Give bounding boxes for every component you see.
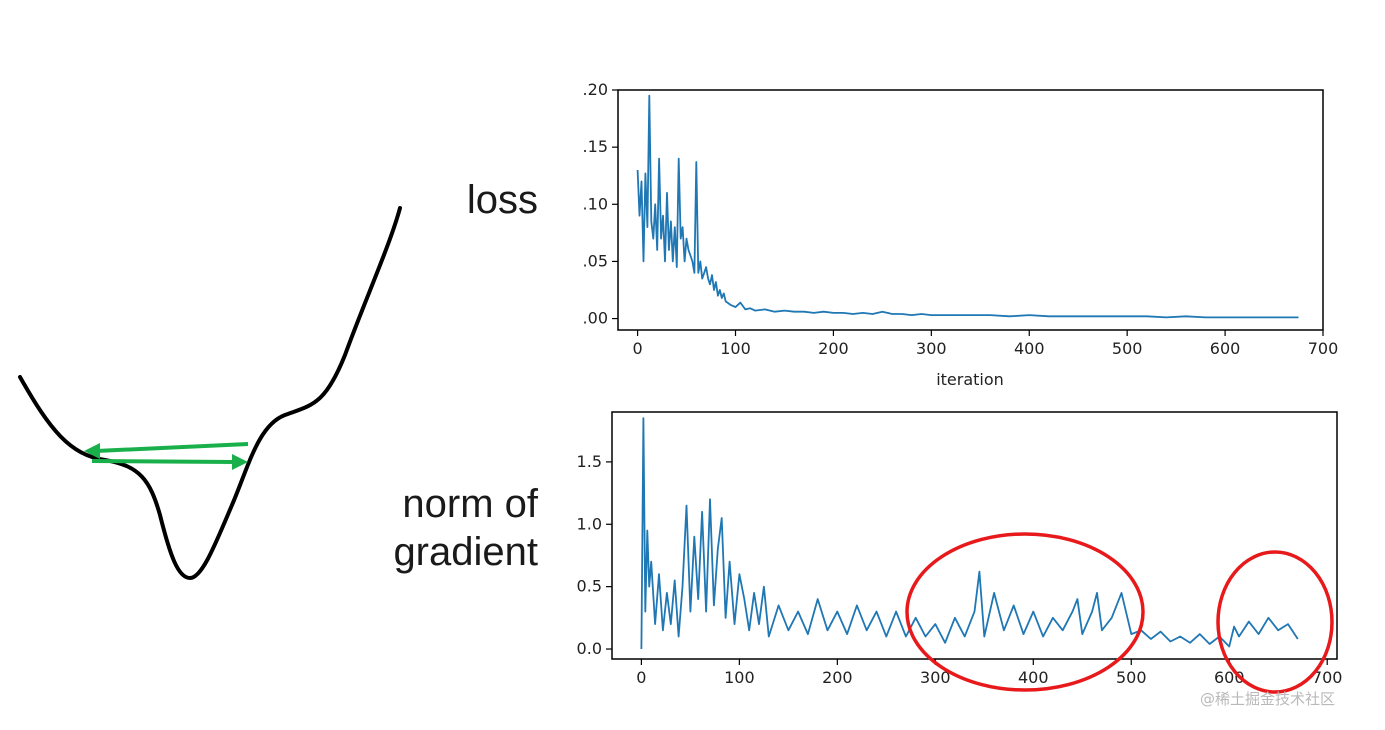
- loss-x-axis-title: iteration: [936, 370, 1004, 389]
- grad-series: [640, 417, 1299, 650]
- grad-x-tick-label: 700: [1312, 668, 1343, 687]
- loss-x-axis: 0 100 200 300 400 500 600 700: [632, 330, 1338, 358]
- loss-y-tick-label: .20: [583, 80, 608, 99]
- grad-plot-frame: [611, 411, 1338, 660]
- norm-label-line2: gradient: [393, 530, 538, 574]
- loss-x-tick-label: 600: [1210, 339, 1241, 358]
- arrow-right-head: [232, 454, 248, 470]
- watermark: @稀土掘金技术社区: [1200, 690, 1336, 708]
- grad-y-tick-label: 0.5: [577, 577, 602, 596]
- loss-y-tick-label: .15: [583, 137, 608, 156]
- gradient-norm-chart: 0.00.51.01.5 0 100 200 300 400 500 600 700: [577, 411, 1343, 687]
- loss-x-tick-label: 400: [1014, 339, 1045, 358]
- arrow-left-head: [84, 443, 100, 459]
- grad-x-tick-label: 100: [724, 668, 755, 687]
- loss-x-tick-label: 200: [818, 339, 849, 358]
- loss-series-line-0: [636, 94, 1299, 319]
- loss-y-tick-label: .10: [583, 194, 608, 213]
- loss-x-tick-label: 700: [1308, 339, 1339, 358]
- grad-x-tick-label: 300: [920, 668, 951, 687]
- loss-x-tick-label: 0: [632, 339, 642, 358]
- oscillation-arrows: [84, 442, 249, 470]
- grad-y-axis: 0.0 0.5 1.0 1.5: [577, 452, 612, 658]
- loss-series: [636, 94, 1299, 319]
- grad-x-tick-label: 400: [1018, 668, 1049, 687]
- grad-y-tick-label: 1.5: [577, 452, 602, 471]
- norm-label-line1: norm of: [402, 482, 538, 526]
- loss-y-axis: .00 .05 .10 .15 .20: [583, 80, 618, 328]
- loss-chart: .00 .05 .10 .15 .20 0 100 200 300 400 500 600 700 i…: [583, 80, 1339, 389]
- loss-plot-frame: [617, 89, 1324, 331]
- grad-x-tick-label: 500: [1116, 668, 1147, 687]
- norm-of-gradient-label: norm of gradient: [330, 480, 538, 576]
- highlight-circle-right: [1216, 550, 1334, 694]
- loss-label: loss: [466, 178, 538, 222]
- loss-y-tick-label: .00: [583, 309, 608, 328]
- highlight-circle-middle: [905, 532, 1145, 692]
- loss-y-tick-label: .05: [583, 251, 608, 270]
- loss-x-tick-label: 100: [720, 339, 751, 358]
- arrow-right: [91, 459, 236, 464]
- loss-x-tick-label: 500: [1112, 339, 1143, 358]
- grad-y-tick-label: 1.0: [577, 514, 602, 533]
- grad-y-tick-label: 0.0: [577, 639, 602, 658]
- arrow-left: [95, 442, 249, 453]
- grad-x-tick-label: 200: [822, 668, 853, 687]
- grad-x-tick-label: 0: [636, 668, 646, 687]
- grad-series-line-0: [640, 417, 1299, 650]
- loss-x-tick-label: 300: [916, 339, 947, 358]
